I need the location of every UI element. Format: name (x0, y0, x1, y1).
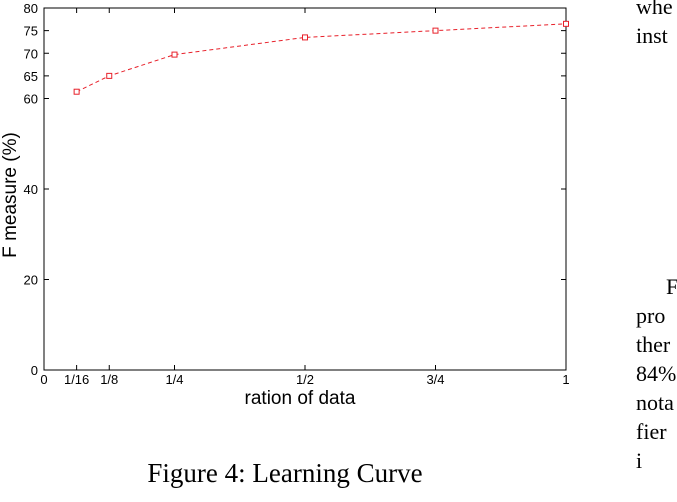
y-tick-label: 20 (24, 273, 38, 288)
x-tick-label: 1/2 (296, 372, 314, 387)
y-tick-label: 80 (24, 1, 38, 16)
side-text-line: inst (636, 23, 668, 48)
x-tick-label: 0 (40, 372, 47, 387)
y-tick-label: 0 (31, 363, 38, 378)
data-point-marker (432, 27, 439, 34)
y-tick-label: 65 (24, 69, 38, 84)
data-point-marker (106, 72, 113, 79)
side-text-line: ther (636, 332, 671, 357)
plot-area-frame (43, 7, 567, 371)
y-tick-label: 40 (24, 182, 38, 197)
y-axis-label: F measure (%) (0, 132, 21, 258)
series-line (76, 23, 567, 93)
y-tick-label: 75 (24, 24, 38, 39)
side-text-line: i (636, 448, 643, 473)
x-tick-label: 1/8 (100, 372, 118, 387)
x-tick-label: 1/16 (64, 372, 89, 387)
data-point-marker (171, 51, 178, 58)
axes-layer: 0 20 40 60 65 70 75 80 0 1/16 1/8 1/4 1/2 3/4 1 (24, 1, 570, 387)
side-text-top: whe inst (636, 0, 673, 50)
x-tick-label: 1/4 (165, 372, 183, 387)
side-text-line: fier (636, 419, 667, 444)
y-tick-label: 60 (24, 92, 38, 107)
data-point-marker (73, 88, 80, 95)
data-point-marker (302, 34, 308, 41)
x-tick-label: 1 (562, 372, 569, 387)
data-point-marker (563, 20, 569, 27)
series-layer (73, 20, 569, 95)
side-text-line: 84% (636, 361, 677, 386)
side-text-line: pro (636, 303, 666, 328)
x-axis-label: ration of data (245, 388, 356, 409)
side-text-line: F (666, 274, 677, 299)
figure-caption: Figure 4: Learning Curve (147, 458, 423, 488)
side-text-bottom: F pro ther 84% nota fier i (636, 272, 677, 475)
side-text-line: nota (636, 390, 674, 415)
side-text-line: whe (636, 0, 673, 19)
x-tick-label: 3/4 (426, 372, 444, 387)
y-tick-label: 70 (24, 46, 38, 61)
